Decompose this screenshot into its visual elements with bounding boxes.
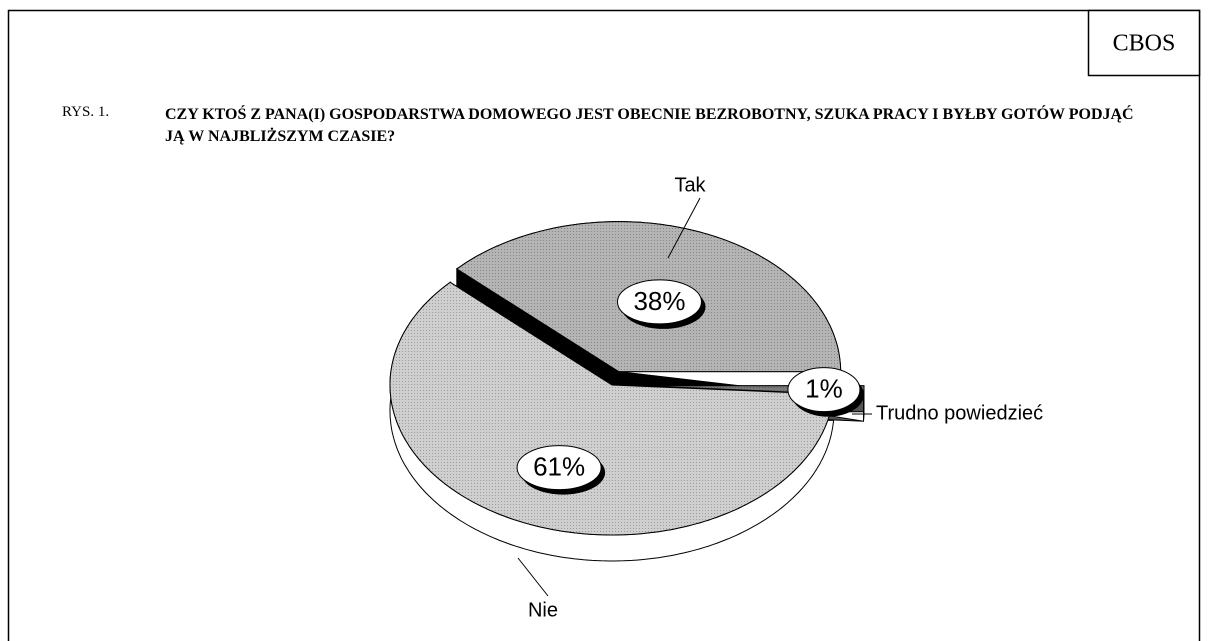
category-label: Tak [674, 174, 706, 196]
frame [7, 9, 1201, 641]
pie: 38% Tak 61% Nie 1% Trudno powiedzieć [389, 174, 1043, 621]
header-box [1087, 9, 1201, 77]
leader-line [517, 557, 549, 597]
value-label: 61% [533, 451, 585, 481]
value-label: 1% [805, 373, 843, 403]
label-bubble [516, 445, 602, 491]
figure-label: RYS. 1. [62, 104, 110, 120]
leader-line [667, 197, 701, 259]
category-label: Nie [528, 599, 558, 621]
label-bubble [616, 279, 702, 325]
chart-title: CZY KTOŚ Z PANA(I) GOSPODARSTWA DOMOWEGO… [165, 106, 1134, 145]
header: CBOS [1113, 31, 1176, 57]
slice-texture [390, 282, 834, 535]
value-label: 38% [633, 286, 685, 316]
label-bubble [787, 367, 861, 413]
category-label: Trudno powiedzieć [876, 402, 1043, 424]
